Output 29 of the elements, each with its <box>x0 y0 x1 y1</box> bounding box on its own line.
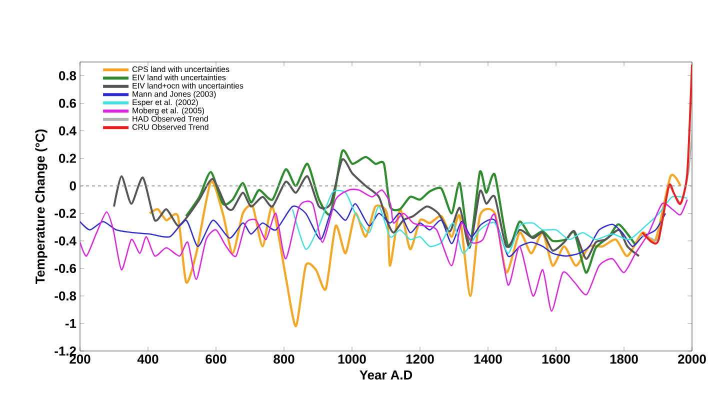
y-tick-label: -1 <box>65 319 76 328</box>
y-tick-label: 0.6 <box>58 98 76 108</box>
x-axis-title: Year A.D <box>360 370 412 380</box>
y-tick-label: 0.8 <box>58 71 76 80</box>
x-tick-label: 600 <box>206 354 226 364</box>
line-series <box>184 150 637 274</box>
y-tick-label: 0.4 <box>58 126 76 136</box>
x-tick-label: 1200 <box>406 354 434 364</box>
y-tick-label: -1.2 <box>54 346 76 356</box>
y-tick-label: -0.8 <box>54 291 76 301</box>
y-tick-label: -0.2 <box>54 208 76 218</box>
y-tick-label: -0.6 <box>54 264 76 274</box>
y-tick-label: -0.4 <box>54 236 76 246</box>
x-tick-label: 1800 <box>610 354 638 364</box>
line-series <box>80 203 666 257</box>
line-series <box>641 64 692 244</box>
y-tick-label: 0 <box>70 181 76 190</box>
x-tick-label: 400 <box>137 354 158 364</box>
y-axis-title: Temperature Change (°C) <box>35 129 48 284</box>
y-tick-label: 0.2 <box>58 154 76 163</box>
line-series <box>80 188 688 312</box>
line-series <box>113 158 640 260</box>
x-tick-label: 800 <box>274 354 294 364</box>
x-tick-label: 1600 <box>542 354 570 364</box>
x-tick-label: 1400 <box>474 354 502 364</box>
x-tick-label: 200 <box>70 354 90 364</box>
x-tick-label: 1000 <box>338 354 366 364</box>
line-series <box>148 175 682 328</box>
x-tick-label: 2000 <box>678 354 706 364</box>
